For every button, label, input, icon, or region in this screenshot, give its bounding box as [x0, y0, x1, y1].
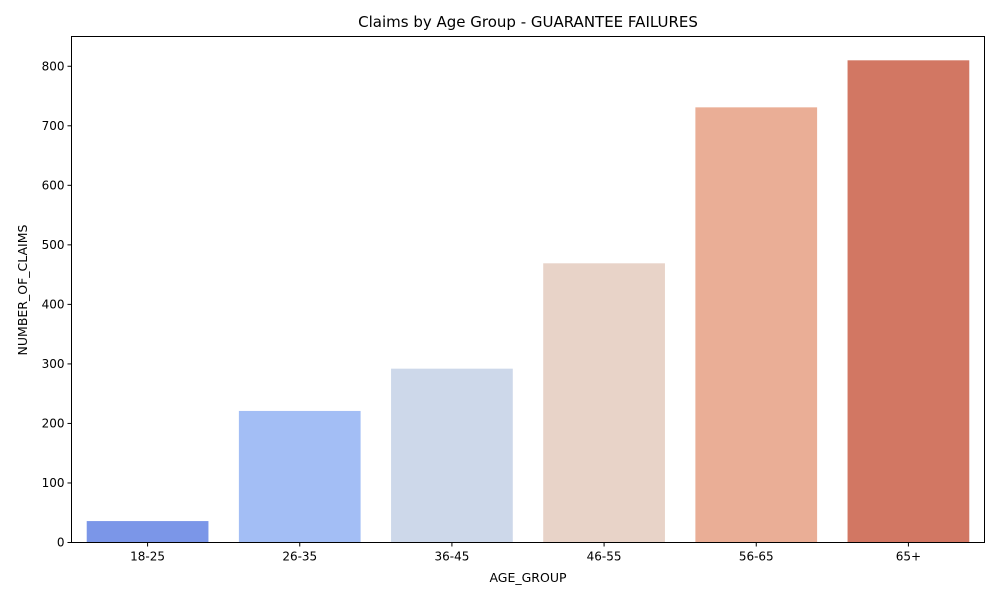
x-tick-label: 18-25 [130, 550, 165, 564]
bar-18-25 [86, 521, 209, 543]
bar-56-65 [695, 107, 818, 543]
y-tick-label: 400 [42, 297, 65, 311]
y-tick-label: 100 [42, 476, 65, 490]
y-tick-label: 600 [42, 178, 65, 192]
x-axis-ticks: 18-25 26-35 36-45 46-55 56-65 65+ [130, 542, 921, 564]
x-tick-label: 56-65 [739, 550, 774, 564]
y-tick-label: 500 [42, 238, 65, 252]
y-axis-ticks: 0 100 200 300 400 500 600 700 800 [42, 59, 72, 550]
y-tick-label: 800 [42, 59, 65, 73]
bar-26-35 [238, 410, 361, 543]
y-tick-label: 0 [57, 536, 65, 550]
x-tick-label: 65+ [896, 550, 921, 564]
y-axis-label: NUMBER_OF_CLAIMS [15, 224, 30, 355]
bars-group [86, 60, 970, 543]
x-tick-label: 26-35 [282, 550, 317, 564]
bar-36-45 [391, 368, 513, 543]
bar-65+ [847, 60, 970, 543]
x-tick-label: 46-55 [587, 550, 622, 564]
y-tick-label: 200 [42, 416, 65, 430]
chart-title: Claims by Age Group - GUARANTEE FAILURES [358, 13, 698, 31]
x-axis-label: AGE_GROUP [489, 570, 567, 585]
x-tick-label: 36-45 [434, 550, 469, 564]
y-tick-label: 300 [42, 357, 65, 371]
plot-frame [71, 36, 985, 543]
bar-46-55 [543, 263, 665, 543]
y-tick-label: 700 [42, 119, 65, 133]
